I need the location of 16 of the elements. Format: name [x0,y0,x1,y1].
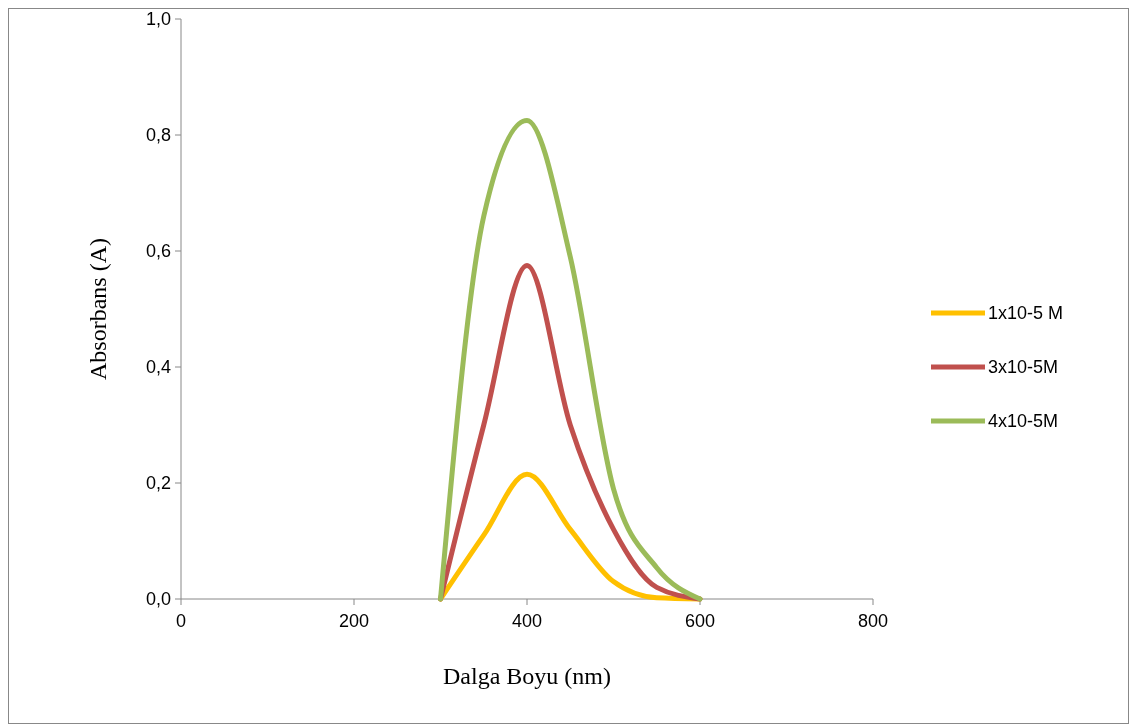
x-tick-label: 400 [511,611,543,631]
y-axis-title: Absorbans (A) [85,238,111,380]
y-tick-label: 0,6 [145,241,171,261]
legend-label: 3x10-5M [988,357,1059,377]
x-axis-title: Dalga Boyu (nm) [443,663,611,689]
x-tick-label: 200 [338,611,370,631]
x-tick-label: 800 [857,611,889,631]
legend-label: 1x10-5 M [988,303,1064,323]
y-tick-label: 1,0 [145,9,171,29]
y-tick-label: 0,4 [145,357,171,377]
x-tick-label: 600 [684,611,716,631]
x-tick-label: 0 [175,611,187,631]
y-tick-label: 0,2 [145,473,171,493]
legend-label: 4x10-5M [988,411,1059,431]
y-tick-label: 0,0 [145,589,171,609]
y-tick-label: 0,8 [145,125,171,145]
